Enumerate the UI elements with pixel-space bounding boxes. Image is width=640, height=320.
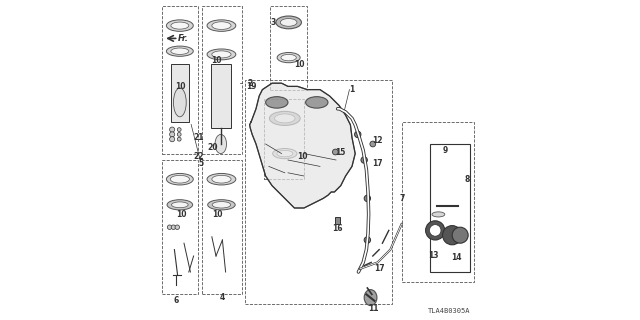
Ellipse shape [207, 173, 236, 185]
Text: 17: 17 [372, 159, 383, 168]
Ellipse shape [432, 212, 445, 217]
Bar [335, 217, 340, 224]
Ellipse shape [167, 200, 193, 210]
Bar [202, 6, 242, 154]
Ellipse shape [170, 175, 189, 183]
Text: 13: 13 [428, 252, 439, 260]
Text: 10: 10 [211, 56, 221, 65]
Circle shape [443, 226, 462, 245]
Ellipse shape [281, 54, 296, 61]
Circle shape [168, 225, 172, 229]
Circle shape [361, 157, 367, 163]
Ellipse shape [207, 49, 236, 60]
Circle shape [170, 132, 175, 137]
Ellipse shape [166, 46, 193, 56]
Bar [264, 99, 304, 179]
Ellipse shape [269, 111, 300, 125]
Ellipse shape [266, 97, 288, 108]
Text: 19: 19 [246, 82, 257, 91]
Bar [211, 64, 232, 128]
Text: 12: 12 [372, 136, 383, 145]
Ellipse shape [173, 88, 186, 117]
Text: 6: 6 [173, 296, 179, 305]
Circle shape [170, 137, 175, 142]
Bar [161, 160, 198, 294]
Text: 11: 11 [369, 304, 379, 313]
Text: 5: 5 [198, 159, 204, 168]
Ellipse shape [172, 202, 188, 208]
Ellipse shape [215, 134, 227, 154]
Text: 22: 22 [194, 152, 204, 161]
Text: 10: 10 [297, 152, 308, 161]
Bar [161, 6, 198, 154]
Circle shape [426, 221, 445, 240]
Ellipse shape [171, 48, 189, 54]
Text: Fr.: Fr. [178, 34, 188, 43]
Bar [430, 144, 470, 272]
Circle shape [333, 149, 339, 155]
Bar [245, 80, 392, 304]
Circle shape [355, 131, 361, 138]
Ellipse shape [273, 148, 297, 159]
Text: 15: 15 [335, 148, 346, 156]
Circle shape [170, 127, 175, 132]
Circle shape [177, 132, 181, 136]
Circle shape [177, 137, 181, 141]
Ellipse shape [306, 97, 328, 108]
Circle shape [172, 225, 175, 229]
Text: 10: 10 [212, 210, 223, 219]
Bar [270, 6, 307, 90]
Circle shape [429, 225, 441, 236]
Ellipse shape [276, 16, 301, 29]
Ellipse shape [277, 150, 293, 157]
Text: 4: 4 [220, 293, 225, 302]
Ellipse shape [212, 22, 231, 29]
Circle shape [452, 227, 468, 243]
Bar [172, 64, 189, 122]
Text: 2: 2 [247, 79, 252, 88]
Ellipse shape [207, 20, 236, 31]
Text: 20: 20 [207, 143, 218, 152]
Circle shape [177, 128, 181, 132]
Text: 9: 9 [442, 146, 447, 155]
Ellipse shape [212, 202, 231, 208]
Text: 16: 16 [332, 224, 343, 233]
Circle shape [364, 195, 371, 202]
Ellipse shape [277, 52, 300, 63]
Ellipse shape [275, 114, 295, 123]
Ellipse shape [280, 19, 297, 26]
Circle shape [370, 141, 376, 147]
Text: TLA4B0305A: TLA4B0305A [428, 308, 470, 314]
Text: 3: 3 [270, 18, 276, 27]
Ellipse shape [171, 22, 189, 29]
Text: 14: 14 [451, 253, 461, 262]
Ellipse shape [166, 20, 193, 31]
Ellipse shape [166, 173, 193, 185]
Text: 10: 10 [175, 82, 186, 91]
Text: 8: 8 [465, 175, 470, 184]
Ellipse shape [212, 175, 231, 183]
Circle shape [364, 237, 371, 243]
Polygon shape [250, 83, 355, 208]
Text: 21: 21 [194, 133, 204, 142]
Bar [402, 122, 474, 282]
Text: 17: 17 [374, 264, 385, 273]
Circle shape [175, 225, 179, 229]
Ellipse shape [207, 200, 236, 210]
Ellipse shape [212, 51, 231, 58]
Text: 10: 10 [177, 210, 187, 219]
Text: 7: 7 [400, 194, 405, 203]
Bar [202, 160, 242, 294]
Text: 10: 10 [294, 60, 305, 68]
Text: 1: 1 [349, 85, 354, 94]
Ellipse shape [364, 290, 377, 306]
